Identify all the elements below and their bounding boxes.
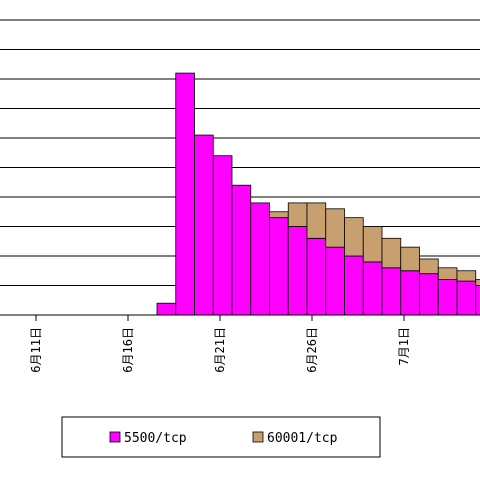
legend: 5500/tcp 60001/tcp: [61, 416, 381, 458]
legend-swatch-5500: [109, 431, 121, 443]
bar-5500-tcp: [156, 302, 177, 316]
bar-60001-tcp: [419, 258, 439, 275]
bar-5500-tcp: [231, 184, 252, 316]
bar-5500-tcp: [381, 267, 402, 316]
bars: [156, 72, 480, 316]
x-tick-label: 6月11日: [29, 327, 43, 373]
bar-5500-tcp: [475, 285, 480, 316]
bar-5500-tcp: [362, 261, 383, 316]
bar-60001-tcp: [344, 217, 364, 257]
bar-60001-tcp: [475, 279, 480, 286]
bar-5500-tcp: [194, 134, 214, 316]
bar-5500-tcp: [250, 202, 270, 316]
bar-60001-tcp: [287, 202, 308, 227]
bar-60001-tcp: [325, 208, 345, 248]
bar-5500-tcp: [456, 280, 477, 316]
x-tick-label: 7月1日: [397, 327, 411, 365]
legend-swatch-60001: [252, 431, 264, 443]
bar-60001-tcp: [381, 237, 402, 269]
bar-5500-tcp: [437, 279, 458, 316]
x-axis-ticks: 6月11日 6月16日 6月21日 6月26日 7月1日: [29, 315, 411, 373]
x-tick-label: 6月16日: [121, 327, 135, 373]
bar-5500-tcp: [419, 273, 439, 316]
bar-5500-tcp: [344, 255, 364, 316]
legend-label-5500: 5500/tcp: [124, 431, 187, 446]
bar-5500-tcp: [325, 246, 345, 316]
bar-5500-tcp: [175, 72, 195, 316]
x-tick-label: 6月21日: [213, 327, 227, 373]
legend-label-60001: 60001/tcp: [267, 431, 338, 446]
x-tick-label: 6月26日: [305, 327, 319, 373]
bar-5500-tcp: [212, 155, 233, 316]
bar-60001-tcp: [437, 267, 458, 280]
bar-5500-tcp: [287, 226, 308, 316]
bar-5500-tcp: [269, 217, 289, 316]
bar-60001-tcp: [269, 211, 289, 219]
bar-60001-tcp: [362, 226, 383, 263]
bar-5500-tcp: [400, 270, 420, 316]
bar-60001-tcp: [306, 202, 327, 239]
bar-5500-tcp: [306, 237, 327, 316]
bar-60001-tcp: [456, 270, 477, 282]
bar-60001-tcp: [400, 246, 420, 272]
grid-lines: [0, 19, 480, 286]
